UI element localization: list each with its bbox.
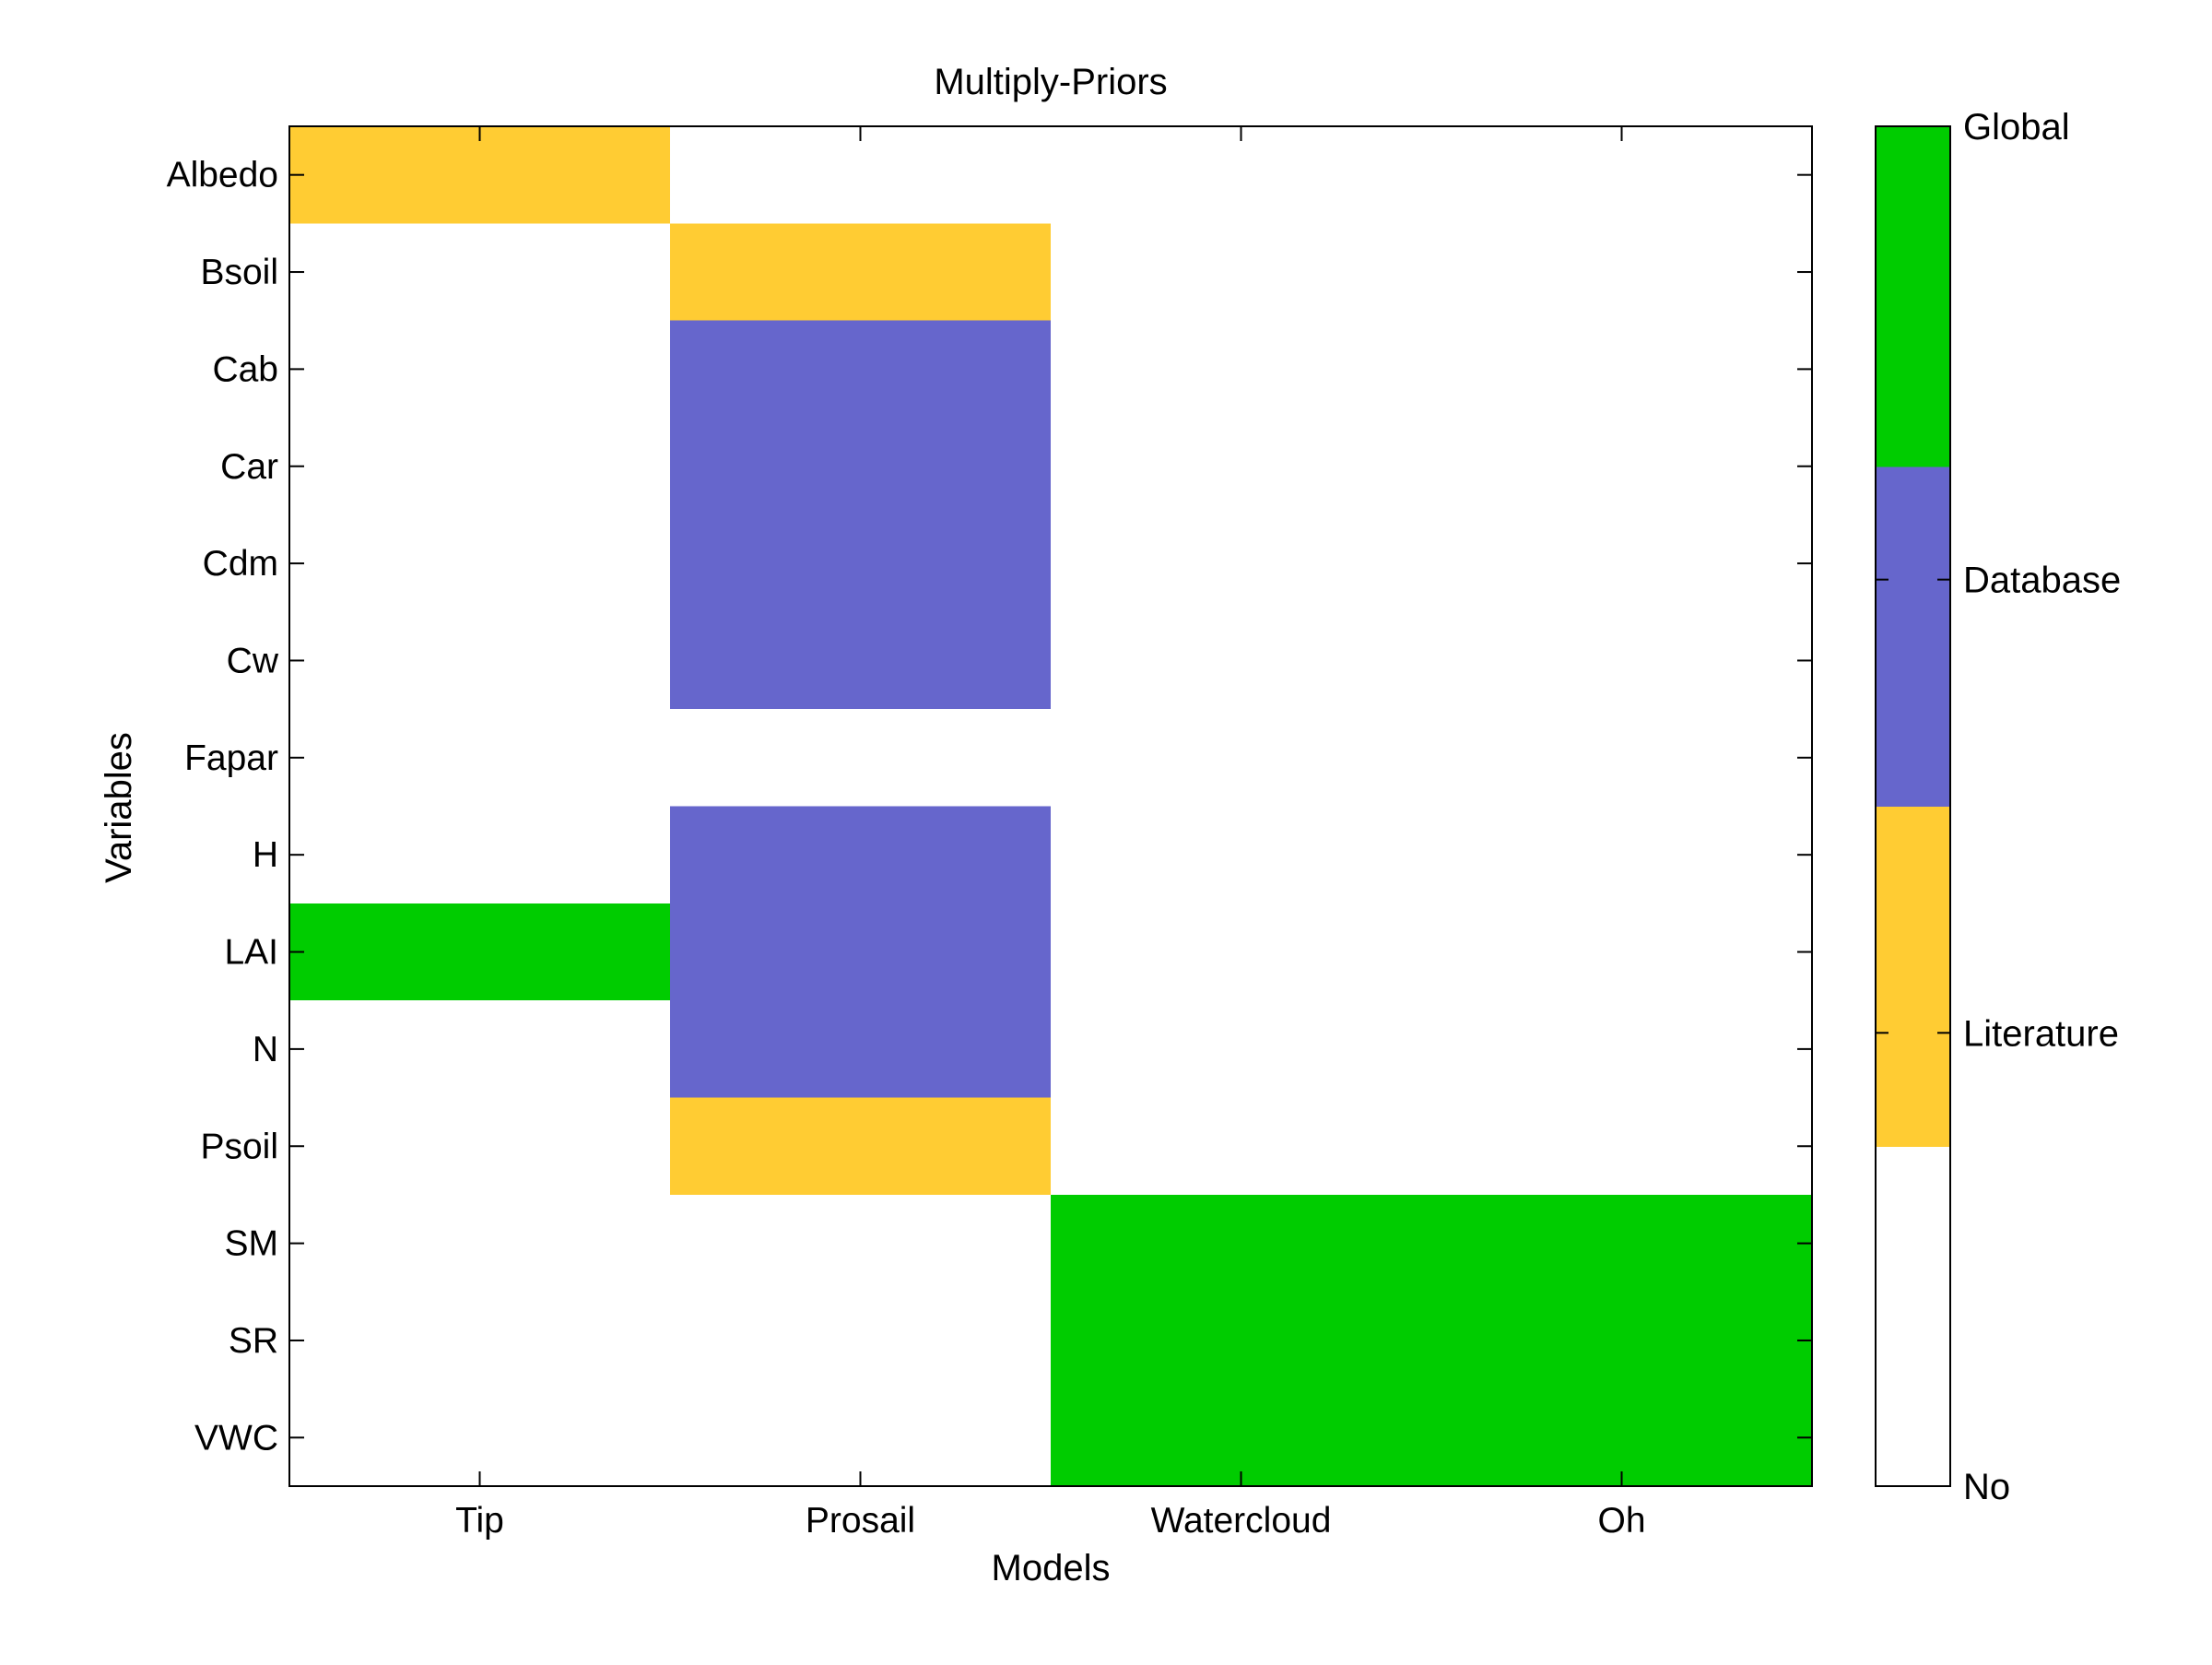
heatmap-cell-n-tip bbox=[289, 1000, 671, 1099]
heatmap-cell-psoil-watercloud bbox=[1051, 1097, 1432, 1196]
heatmap-cell-fapar-watercloud bbox=[1051, 709, 1432, 808]
y-tick-label-cab: Cab bbox=[212, 349, 278, 389]
colorbar-label-no: No bbox=[1963, 1467, 2010, 1507]
heatmap-cell-albedo-watercloud bbox=[1051, 126, 1432, 224]
heatmap-cell-bsoil-prosail bbox=[670, 223, 1052, 322]
heatmap-cell-bsoil-tip bbox=[289, 223, 671, 322]
heatmap-cell-cdm-prosail bbox=[670, 514, 1052, 613]
heatmap-cell-cdm-tip bbox=[289, 514, 671, 613]
y-tick-label-sr: SR bbox=[229, 1321, 278, 1361]
y-tick-label-cdm: Cdm bbox=[203, 544, 278, 584]
heatmap-cell-n-watercloud bbox=[1051, 1000, 1432, 1099]
heatmap-cell-lai-prosail bbox=[670, 903, 1052, 1001]
x-tick-label-prosail: Prosail bbox=[806, 1501, 915, 1541]
y-tick-label-vwc: VWC bbox=[194, 1418, 278, 1458]
colorbar-label-global: Global bbox=[1963, 107, 2070, 148]
heatmap-cell-vwc-oh bbox=[1431, 1388, 1813, 1487]
heatmap-cell-sr-tip bbox=[289, 1292, 671, 1390]
heatmap-cell-n-oh bbox=[1431, 1000, 1813, 1099]
heatmap-cell-car-oh bbox=[1431, 418, 1813, 516]
heatmap-cell-h-watercloud bbox=[1051, 806, 1432, 904]
y-tick-labels: Albedo Bsoil Cab Car Cdm Cw Fapar H LAI N Psoil SM S… bbox=[167, 156, 279, 1458]
heatmap-cell-sr-oh bbox=[1431, 1292, 1813, 1390]
heatmap-cell-cw-tip bbox=[289, 611, 671, 710]
heatmap-cell-psoil-prosail bbox=[670, 1097, 1052, 1196]
heatmap-cell-sr-watercloud bbox=[1051, 1292, 1432, 1390]
x-tick-label-oh: Oh bbox=[1597, 1501, 1645, 1541]
heatmap-cell-vwc-watercloud bbox=[1051, 1388, 1432, 1487]
heatmap-cell-albedo-oh bbox=[1431, 126, 1813, 224]
y-tick-label-lai: LAI bbox=[224, 933, 278, 973]
heatmap-cell-bsoil-watercloud bbox=[1051, 223, 1432, 322]
heatmap-cell-albedo-tip bbox=[289, 126, 671, 224]
plot-frame bbox=[288, 125, 1813, 1487]
y-tick-label-bsoil: Bsoil bbox=[200, 253, 278, 292]
heatmap-cell-fapar-tip bbox=[289, 709, 671, 808]
y-axis-label: Variables bbox=[99, 732, 139, 883]
heatmap-cell-n-prosail bbox=[670, 1000, 1052, 1099]
axes bbox=[288, 125, 1813, 1487]
heatmap-cell-cab-prosail bbox=[670, 320, 1052, 419]
heatmap-cells bbox=[289, 126, 1813, 1487]
heatmap-cell-cw-watercloud bbox=[1051, 611, 1432, 710]
heatmap-cell-sr-prosail bbox=[670, 1292, 1052, 1390]
colorbar-label-literature: Literature bbox=[1963, 1013, 2119, 1054]
y-tick-label-psoil: Psoil bbox=[200, 1127, 278, 1166]
colorbar-frame bbox=[1875, 125, 1951, 1487]
heatmap-cell-sm-oh bbox=[1431, 1194, 1813, 1293]
heatmap-cell-sm-prosail bbox=[670, 1194, 1052, 1293]
heatmap-cell-cab-tip bbox=[289, 320, 671, 419]
heatmap-cell-cdm-watercloud bbox=[1051, 514, 1432, 613]
heatmap-cell-vwc-tip bbox=[289, 1388, 671, 1487]
x-axis-label: Models bbox=[992, 1548, 1111, 1588]
colorbar-segment-database bbox=[1876, 466, 1950, 808]
heatmap-cell-car-watercloud bbox=[1051, 418, 1432, 516]
heatmap-cell-fapar-prosail bbox=[670, 709, 1052, 808]
heatmap-cell-cab-oh bbox=[1431, 320, 1813, 419]
heatmap-cell-car-prosail bbox=[670, 418, 1052, 516]
heatmap-cell-h-prosail bbox=[670, 806, 1052, 904]
chart-title: Multiply-Priors bbox=[934, 62, 1167, 102]
heatmap-cell-car-tip bbox=[289, 418, 671, 516]
y-tick-label-fapar: Fapar bbox=[184, 738, 278, 778]
x-tick-label-tip: Tip bbox=[455, 1501, 504, 1541]
y-tick-label-sm: SM bbox=[225, 1224, 279, 1264]
colorbar-segment-no bbox=[1876, 1146, 1950, 1487]
colorbar-segment-literature bbox=[1876, 806, 1950, 1147]
heatmap-cell-cw-oh bbox=[1431, 611, 1813, 710]
heatmap-cell-lai-tip bbox=[289, 903, 671, 1001]
colorbar: No Literature Database Global bbox=[1875, 107, 2121, 1507]
heatmap-cell-cw-prosail bbox=[670, 611, 1052, 710]
heatmap-cell-psoil-tip bbox=[289, 1097, 671, 1196]
heatmap-cell-sm-tip bbox=[289, 1194, 671, 1293]
y-tick-label-h: H bbox=[253, 835, 278, 875]
heatmap-cell-lai-watercloud bbox=[1051, 903, 1432, 1001]
heatmap-cell-psoil-oh bbox=[1431, 1097, 1813, 1196]
heatmap-cell-fapar-oh bbox=[1431, 709, 1813, 808]
heatmap-cell-bsoil-oh bbox=[1431, 223, 1813, 322]
y-tick-label-n: N bbox=[253, 1030, 278, 1069]
heatmap-cell-h-oh bbox=[1431, 806, 1813, 904]
heatmap-cell-albedo-prosail bbox=[670, 126, 1052, 224]
y-tick-label-albedo: Albedo bbox=[167, 156, 278, 195]
heatmap-cell-lai-oh bbox=[1431, 903, 1813, 1001]
heatmap-cell-h-tip bbox=[289, 806, 671, 904]
colorbar-label-database: Database bbox=[1963, 561, 2121, 601]
x-tick-labels: Tip Prosail Watercloud Oh bbox=[455, 1501, 1645, 1541]
heatmap-cell-cdm-oh bbox=[1431, 514, 1813, 613]
y-tick-label-car: Car bbox=[220, 447, 278, 487]
heatmap-cell-cab-watercloud bbox=[1051, 320, 1432, 419]
colorbar-segment-global bbox=[1876, 126, 1950, 467]
heatmap-cell-sm-watercloud bbox=[1051, 1194, 1432, 1293]
y-tick-label-cw: Cw bbox=[227, 641, 279, 680]
x-tick-label-watercloud: Watercloud bbox=[1151, 1501, 1332, 1541]
heatmap-cell-vwc-prosail bbox=[670, 1388, 1052, 1487]
